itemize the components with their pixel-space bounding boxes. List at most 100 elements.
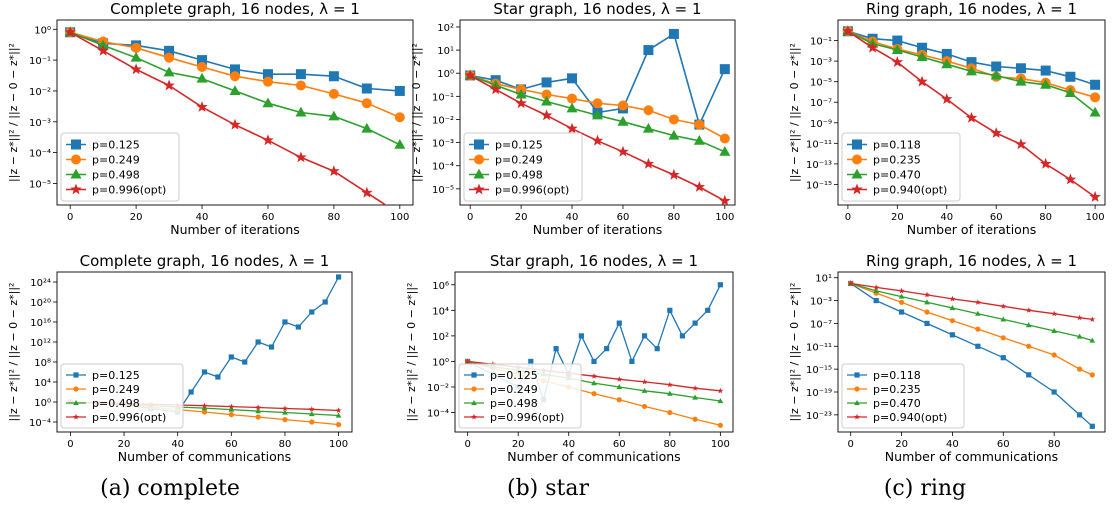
y-tick-label: 10¹ bbox=[437, 46, 454, 57]
data-point bbox=[616, 376, 623, 382]
data-point bbox=[629, 358, 635, 365]
legend-marker bbox=[473, 168, 485, 179]
data-point bbox=[642, 122, 654, 133]
data-point bbox=[916, 51, 928, 62]
data-point bbox=[255, 408, 261, 414]
x-axis-label: Number of communications bbox=[507, 449, 680, 464]
data-point bbox=[1000, 355, 1006, 361]
data-point bbox=[1051, 327, 1058, 333]
data-point bbox=[866, 41, 879, 53]
y-tick-label: 10⁻² bbox=[427, 383, 449, 394]
data-point bbox=[692, 416, 698, 422]
legend-marker bbox=[851, 183, 863, 195]
data-point bbox=[230, 64, 240, 75]
x-tick-label: 20 bbox=[515, 212, 528, 223]
data-point bbox=[1089, 337, 1096, 343]
legend-marker bbox=[70, 183, 82, 195]
data-point bbox=[163, 79, 175, 91]
data-point bbox=[1089, 106, 1101, 117]
data-point bbox=[394, 138, 406, 149]
data-point bbox=[308, 410, 315, 417]
data-point bbox=[705, 307, 711, 313]
legend-box bbox=[463, 132, 583, 202]
data-point bbox=[201, 405, 208, 411]
data-point bbox=[230, 71, 240, 82]
data-point bbox=[1015, 63, 1026, 74]
data-point bbox=[719, 64, 730, 75]
data-point bbox=[196, 101, 208, 112]
legend-marker bbox=[471, 400, 477, 406]
data-point bbox=[966, 57, 977, 68]
legend-box bbox=[60, 363, 184, 429]
x-tick-label: 100 bbox=[329, 439, 348, 450]
legend-label: p=0.498 bbox=[495, 169, 543, 182]
data-point bbox=[949, 305, 956, 311]
data-point bbox=[130, 51, 142, 62]
legend-label: p=0.249 bbox=[92, 154, 140, 167]
legend-marker bbox=[73, 372, 79, 378]
data-point bbox=[262, 69, 273, 80]
chart-title: Ring graph, 16 nodes, λ = 1 bbox=[866, 0, 1077, 18]
data-point bbox=[949, 295, 956, 302]
y-axis-label: ||z − z*||² / ||z − 0 − z*||² bbox=[788, 283, 801, 422]
panel-0: Complete graph, 16 nodes, λ = 1 0 20 40 60 80… bbox=[7, 0, 414, 237]
data-point bbox=[719, 133, 730, 144]
x-tick-label: 20 bbox=[895, 439, 908, 450]
data-point bbox=[654, 346, 660, 352]
data-point bbox=[328, 110, 340, 121]
data-point bbox=[1025, 307, 1032, 313]
data-point bbox=[255, 339, 261, 345]
data-point bbox=[916, 75, 928, 87]
data-point bbox=[361, 186, 373, 198]
panel-4: Star graph, 16 nodes, λ = 1 0 20 40 60 80 100 N… bbox=[405, 252, 734, 464]
y-tick-label: 10⁻⁴ bbox=[29, 418, 51, 429]
x-tick-label: 100 bbox=[390, 212, 409, 223]
y-tick-label: 10⁻³ bbox=[810, 297, 832, 308]
data-point bbox=[464, 358, 471, 364]
legend-label: p=0.249 bbox=[495, 154, 543, 167]
legend-marker bbox=[474, 154, 484, 165]
data-point bbox=[1015, 138, 1027, 150]
legend-marker bbox=[854, 386, 860, 392]
data-point bbox=[188, 389, 194, 395]
data-point bbox=[361, 122, 373, 133]
data-point bbox=[873, 287, 880, 293]
data-point bbox=[1040, 65, 1051, 76]
y-axis-label: ||z − z*||² / ||z − 0 − z*||² bbox=[410, 43, 423, 182]
data-point bbox=[693, 181, 706, 192]
y-tick-label: 10²⁴ bbox=[30, 278, 51, 289]
data-point bbox=[991, 61, 1002, 72]
data-point bbox=[617, 100, 628, 111]
chart-title: Complete graph, 16 nodes, λ = 1 bbox=[80, 252, 330, 270]
y-axis-label: ||z − z*||² / ||z − 0 − z*||² bbox=[7, 43, 20, 182]
x-tick-label: 0 bbox=[464, 439, 470, 450]
data-point bbox=[616, 397, 622, 403]
data-point bbox=[328, 71, 339, 82]
y-tick-label: 10² bbox=[437, 23, 454, 34]
panel-3: Complete graph, 16 nodes, λ = 1 0 20 40 60 80… bbox=[7, 252, 353, 464]
data-point bbox=[255, 414, 261, 420]
data-point bbox=[164, 45, 175, 56]
data-point bbox=[163, 66, 175, 77]
legend-marker bbox=[73, 413, 79, 420]
data-point bbox=[617, 115, 629, 126]
data-point bbox=[1051, 389, 1057, 395]
data-point bbox=[97, 39, 109, 50]
legend-marker bbox=[473, 183, 485, 195]
x-tick-label: 60 bbox=[617, 212, 630, 223]
x-tick-label: 60 bbox=[997, 439, 1010, 450]
x-tick-label: 80 bbox=[328, 212, 341, 223]
y-tick-label: 10⁻² bbox=[432, 115, 454, 126]
y-tick-label: 10⁻⁵ bbox=[810, 78, 832, 89]
x-tick-label: 80 bbox=[279, 439, 292, 450]
legend-label: p=0.498 bbox=[92, 397, 140, 410]
data-point bbox=[974, 299, 981, 305]
x-tick-label: 40 bbox=[171, 439, 184, 450]
y-tick-label: 10⁻²³ bbox=[806, 411, 832, 422]
y-tick-label: 10⁻¹ bbox=[432, 92, 454, 103]
data-point bbox=[1076, 333, 1083, 339]
data-point bbox=[666, 390, 673, 396]
data-point bbox=[553, 346, 559, 352]
